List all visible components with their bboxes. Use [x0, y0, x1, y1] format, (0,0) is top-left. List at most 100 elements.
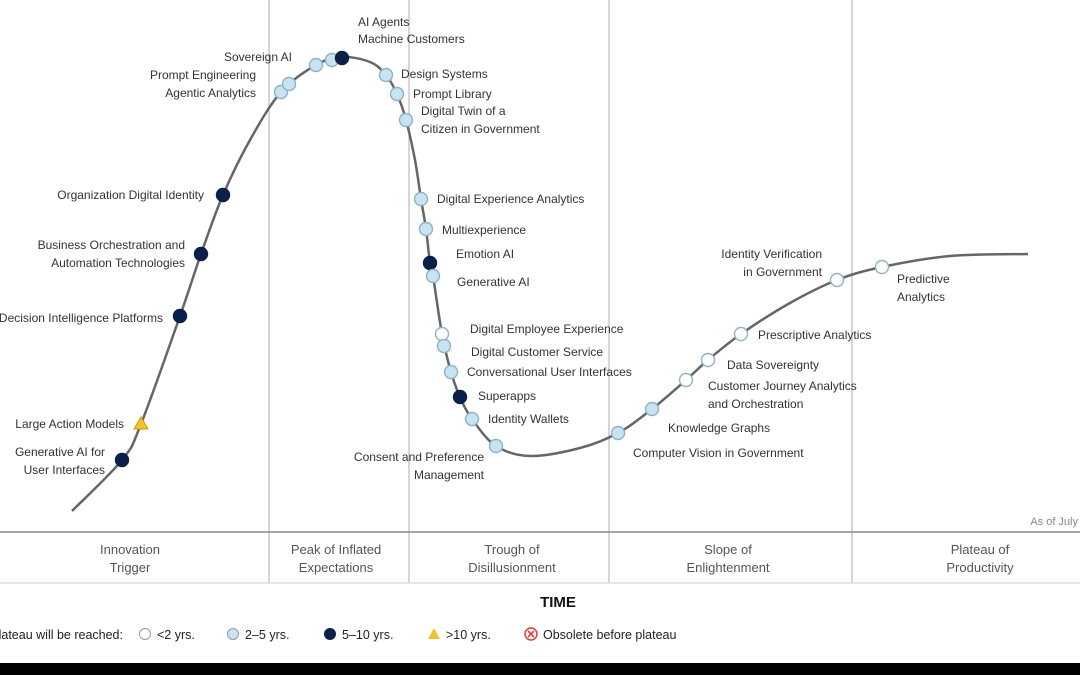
circle-marker [308, 57, 324, 73]
circle-marker [114, 452, 130, 468]
item-label: Knowledge Graphs [668, 421, 770, 435]
circle-marker [434, 326, 450, 342]
as-of-label: As of July [1030, 516, 1078, 528]
item-label: Generative AI for [15, 445, 105, 459]
technology-item: Consent and Preference Management [354, 438, 504, 482]
x-mark-icon [527, 630, 535, 638]
phase-label: Disillusionment [468, 560, 556, 575]
phase-label: Enlightenment [686, 560, 769, 575]
item-label: Customer Journey Analytics [708, 379, 857, 393]
item-label: Predictive [897, 272, 950, 286]
item-label: Digital Twin of a [421, 104, 506, 118]
item-label: in Government [743, 265, 822, 279]
legend-label: >10 yrs. [446, 628, 491, 642]
circle-marker [488, 438, 504, 454]
item-label: Identity Wallets [488, 412, 569, 426]
circle-marker [413, 191, 429, 207]
circle-marker [436, 338, 452, 354]
technology-item: Design Systems [378, 67, 488, 83]
item-label: Data Sovereignty [727, 358, 819, 372]
technology-item: Prompt Library [389, 86, 492, 102]
technology-item: Multiexperience [418, 221, 526, 237]
item-label: Identity Verification [721, 247, 822, 261]
technology-item: Customer Journey Analytics and Orchestrat… [678, 372, 857, 411]
circle-marker [172, 308, 188, 324]
circle-marker [215, 187, 231, 203]
item-label: Consent and Preference [354, 450, 484, 464]
circle-marker [398, 112, 414, 128]
phase-dividers [0, 0, 1080, 584]
circle-marker [378, 67, 394, 83]
circle-marker [874, 259, 890, 275]
circle-marker [334, 50, 350, 66]
technology-item: Business Orchestration and Automation Tec… [38, 238, 209, 270]
technology-item: Conversational User Interfaces [443, 364, 632, 380]
technology-item: Digital Experience Analytics [413, 191, 584, 207]
item-label: Machine Customers [358, 32, 465, 46]
phase-label: Innovation [100, 542, 160, 557]
circle-marker [389, 86, 405, 102]
legend: Plateau will be reached: <2 yrs. 2–5 yrs. 5… [0, 627, 676, 642]
item-label: Business Orchestration and [38, 238, 185, 252]
technology-item: Digital Customer Service [436, 338, 603, 359]
item-label: Sovereign AI [224, 50, 292, 64]
technology-item: Computer Vision in Government [610, 425, 804, 460]
circle-marker [193, 246, 209, 262]
technology-item: Identity Wallets [464, 411, 569, 427]
legend-label: <2 yrs. [157, 628, 195, 642]
item-label: Prompt Library [413, 87, 492, 101]
item-label: Management [414, 468, 485, 482]
item-label: Decision Intelligence Platforms [0, 311, 163, 325]
phase-label: Trough of [484, 542, 540, 557]
technology-item: Digital Employee Experience [434, 322, 624, 342]
technology-item: Organization Digital Identity [57, 187, 231, 203]
item-label: Large Action Models [15, 417, 124, 431]
circle-legend-icon [227, 628, 239, 640]
item-label: Automation Technologies [51, 256, 185, 270]
item-label: Digital Experience Analytics [437, 192, 584, 206]
phase-label: Plateau of [951, 542, 1010, 557]
technology-item: Prescriptive Analytics [733, 326, 871, 342]
item-label: Multiexperience [442, 223, 526, 237]
circle-marker [829, 272, 845, 288]
phase-label: Peak of Inflated [291, 542, 381, 557]
item-label: Digital Customer Service [471, 345, 603, 359]
technology-item: Predictive Analytics [874, 259, 950, 304]
item-label: Organization Digital Identity [57, 188, 204, 202]
phase-label: Slope of [704, 542, 752, 557]
circle-marker [644, 401, 660, 417]
technology-item: Sovereign AI [224, 50, 324, 73]
item-label: Citizen in Government [421, 122, 540, 136]
item-label: Generative AI [457, 275, 530, 289]
item-label: Analytics [897, 290, 945, 304]
technology-items: Generative AI for User Interfaces Large Ac… [0, 15, 950, 482]
item-label: Prescriptive Analytics [758, 328, 871, 342]
technology-item: Large Action Models [15, 416, 149, 431]
legend-label: Obsolete before plateau [543, 628, 676, 642]
item-label: Superapps [478, 389, 536, 403]
item-label: Computer Vision in Government [633, 446, 804, 460]
item-label: and Orchestration [708, 397, 803, 411]
circle-marker [443, 364, 459, 380]
circle-legend-icon [324, 628, 336, 640]
technology-item: Data Sovereignty [700, 352, 819, 372]
circle-marker [610, 425, 626, 441]
item-label: Digital Employee Experience [470, 322, 624, 336]
phase-labels: Innovation Trigger Peak of Inflated Expecta… [100, 542, 1014, 575]
technology-item: Machine Customers [334, 32, 465, 66]
circle-legend-icon [139, 628, 151, 640]
technology-item: Knowledge Graphs [644, 401, 770, 435]
technology-item: Prompt Engineering [150, 68, 297, 92]
phase-label: Trigger [110, 560, 151, 575]
triangle-legend-icon [428, 628, 440, 639]
phase-label: Expectations [299, 560, 374, 575]
circle-marker [733, 326, 749, 342]
circle-marker [422, 255, 438, 271]
phase-label: Productivity [946, 560, 1014, 575]
item-label: Design Systems [401, 67, 488, 81]
bottom-bar [0, 663, 1080, 675]
technology-item: Identity Verification in Government [721, 247, 845, 288]
item-label: AI Agents [358, 15, 409, 29]
x-axis-title: TIME [540, 594, 576, 611]
